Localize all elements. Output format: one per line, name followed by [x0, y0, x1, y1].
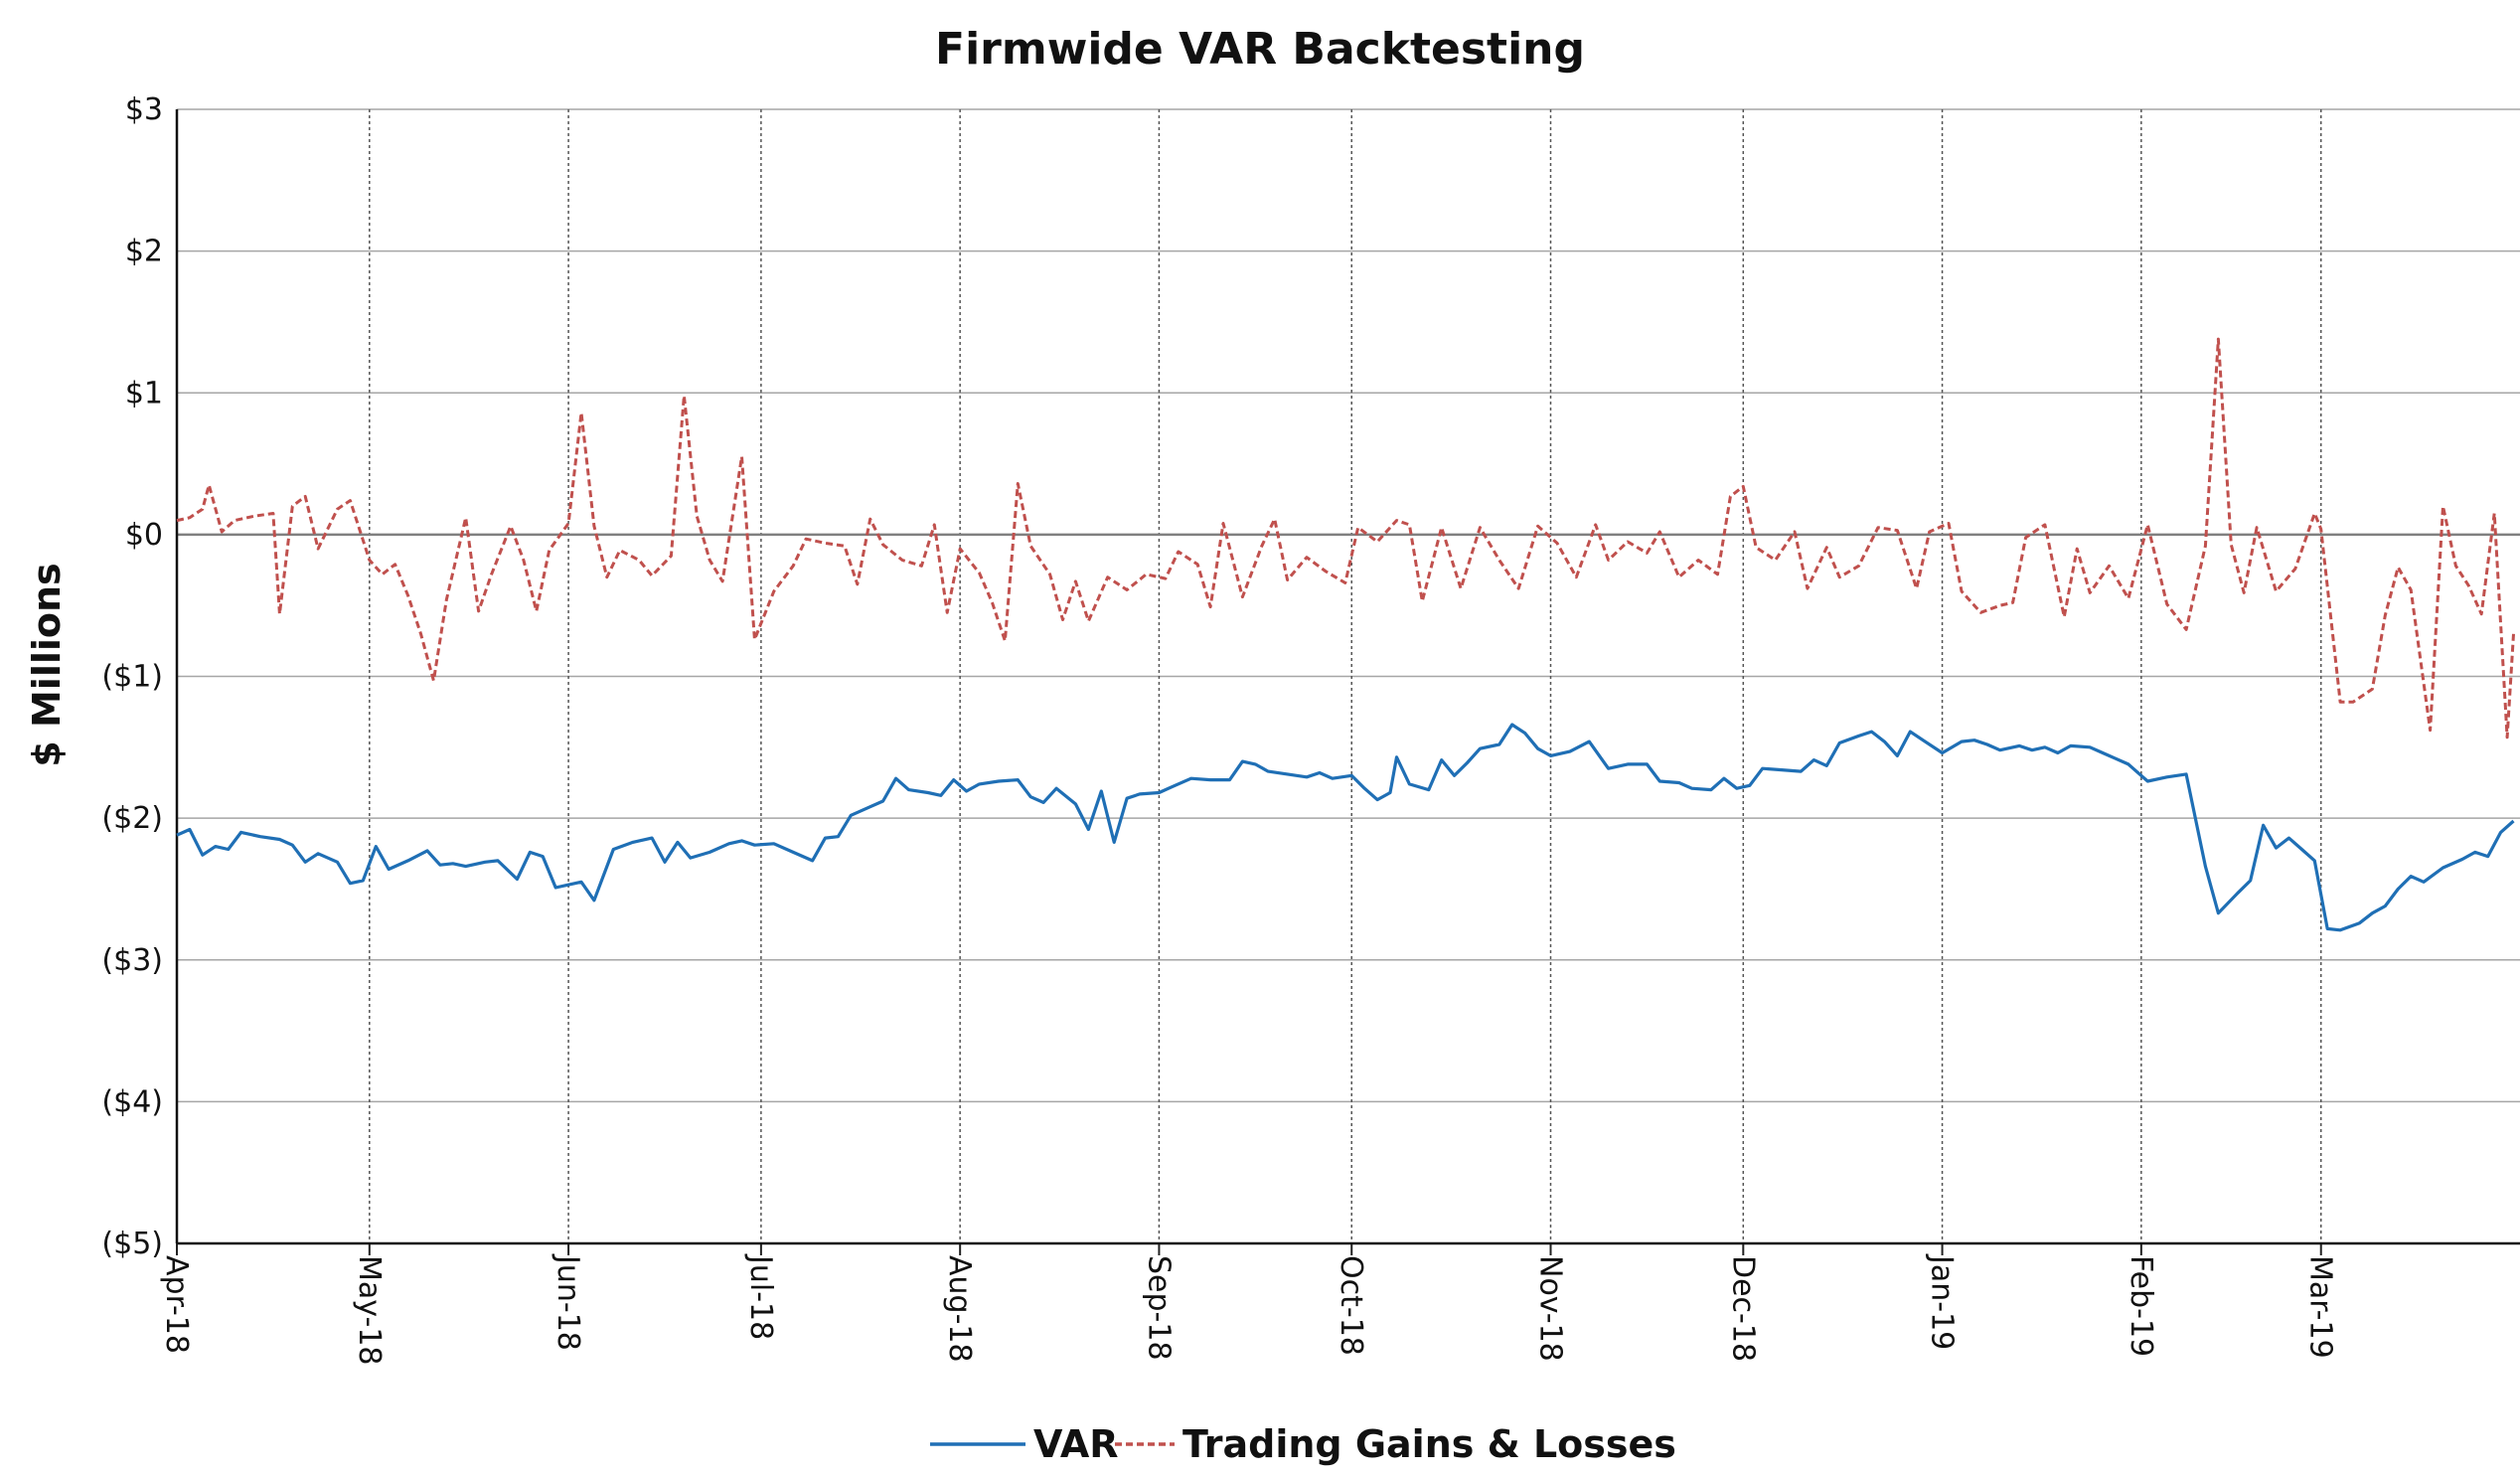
chart-title: Firmwide VAR Backtesting — [935, 24, 1585, 75]
y-tick-label: ($4) — [101, 1084, 163, 1119]
grid — [177, 108, 2520, 1243]
x-tick-label: Nov-18 — [1532, 1255, 1567, 1362]
x-tick-label: Mar-19 — [2303, 1255, 2338, 1359]
y-tick-label: $0 — [125, 518, 163, 553]
y-axis-label: $ Millions — [25, 563, 69, 766]
y-tick-label: ($5) — [101, 1227, 163, 1261]
x-tick-label: Jan-19 — [1925, 1253, 1960, 1350]
x-tick-label: Apr-18 — [159, 1255, 194, 1354]
x-tick-label: May-18 — [352, 1255, 387, 1366]
axes: $3 $2 $1 $0 ($1) ($2) ($3) ($4) ($5)Apr-18 May-18… — [101, 92, 2520, 1366]
y-tick-label: $3 — [125, 92, 163, 127]
y-tick-label: $1 — [125, 376, 163, 411]
x-tick-label: Dec-18 — [1725, 1255, 1760, 1362]
x-tick-label: Jul-18 — [743, 1253, 778, 1340]
series — [176, 337, 2515, 932]
y-tick-label: ($3) — [101, 943, 163, 978]
legend: VAR Trading Gains & Losses — [930, 1422, 1676, 1466]
legend-label: VAR — [1033, 1422, 1119, 1466]
x-tick-label: Sep-18 — [1141, 1255, 1176, 1361]
y-tick-label: ($2) — [101, 801, 163, 836]
y-tick-label: $2 — [125, 235, 163, 269]
x-tick-label: Aug-18 — [942, 1255, 977, 1363]
x-tick-label: Jun-18 — [551, 1253, 585, 1351]
var-series-line — [176, 723, 2515, 932]
trading-gains-losses-series-line — [176, 337, 2515, 739]
legend-label: Trading Gains & Losses — [1182, 1422, 1676, 1466]
y-tick-label: ($1) — [101, 660, 163, 695]
x-tick-label: Feb-19 — [2124, 1255, 2158, 1357]
x-tick-label: Oct-18 — [1334, 1255, 1368, 1356]
